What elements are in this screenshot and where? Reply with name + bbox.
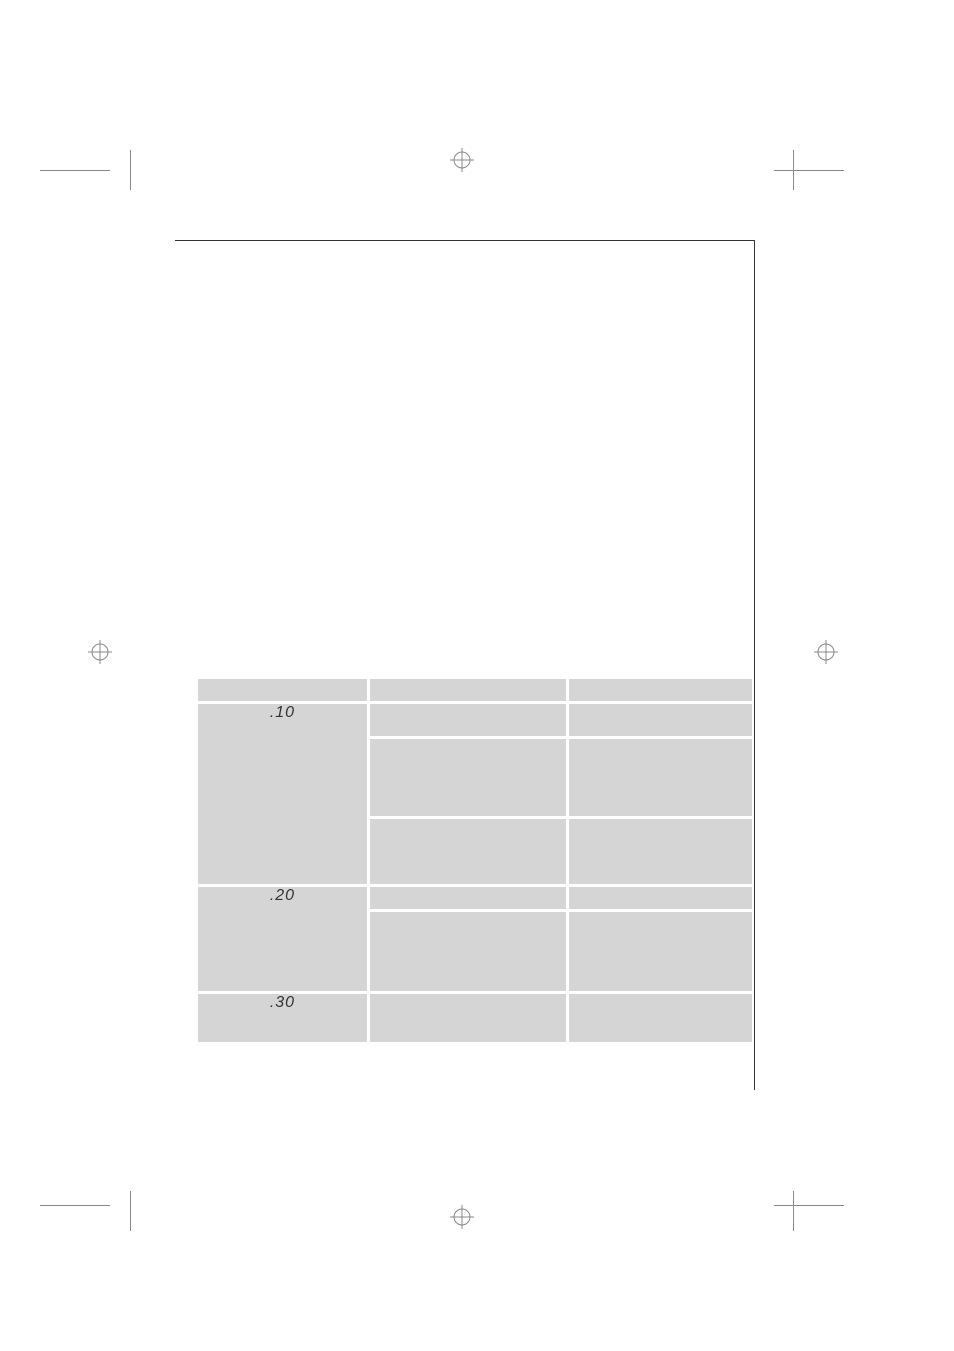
registration-mark-bottom-icon [450,1205,474,1229]
table-cell [569,704,752,736]
crop-mark-top-left-h [40,170,110,171]
crop-mark-bottom-left-v [130,1191,131,1231]
crop-mark-bottom-right-v [793,1191,794,1231]
table-header-cell [198,679,367,701]
crop-mark-top-right-h [774,170,844,171]
data-table: .10 .20 .30 [195,676,755,1045]
table-cell [569,912,752,991]
table-cell [569,819,752,884]
registration-mark-left-icon [88,640,112,664]
row-header-20: .20 [198,887,367,991]
table-cell [569,739,752,816]
table-row: .20 [198,887,752,909]
table-cell [370,739,566,816]
crop-mark-bottom-right-h [774,1205,844,1206]
registration-mark-top-icon [450,148,474,172]
table-cell [370,819,566,884]
row-header-30: .30 [198,994,367,1042]
table-header-cell [370,679,566,701]
table-cell [569,994,752,1042]
table-cell [370,887,566,909]
table-header-row [198,679,752,701]
registration-mark-right-icon [814,640,838,664]
table-cell [370,994,566,1042]
table-cell [370,912,566,991]
table-cell [569,887,752,909]
crop-mark-bottom-left-h [40,1205,110,1206]
table-row: .10 [198,704,752,736]
row-header-10: .10 [198,704,367,884]
table-header-cell [569,679,752,701]
table-row: .30 [198,994,752,1042]
table-cell [370,704,566,736]
crop-mark-top-left-v [130,150,131,190]
